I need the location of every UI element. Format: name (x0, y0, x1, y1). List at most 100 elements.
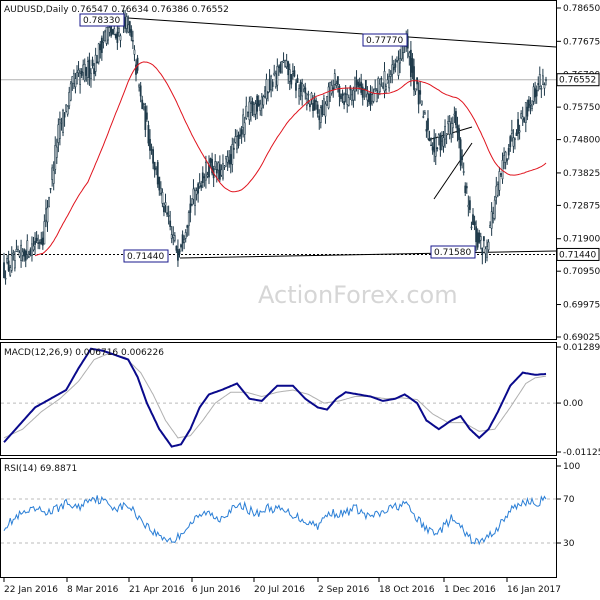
candle-body (355, 79, 358, 86)
candle-body (9, 267, 12, 276)
candle-body (6, 258, 9, 263)
support-price-box (556, 247, 600, 261)
candle-body (232, 147, 235, 150)
candle-body (431, 146, 434, 151)
rsi-tick-label: 30 (563, 539, 575, 549)
candle-body (290, 74, 293, 85)
candle-body (428, 137, 431, 142)
candle-body (17, 248, 19, 252)
candle-body (347, 97, 350, 106)
candle-body (327, 86, 330, 109)
candle-body (88, 59, 91, 78)
candle-body (239, 134, 241, 137)
candle-body (332, 87, 335, 90)
candle-body (204, 162, 207, 181)
candle-body (441, 140, 443, 142)
candle-body (163, 206, 165, 213)
candle-body (323, 98, 325, 115)
candle-body (408, 52, 411, 57)
candle-body (453, 113, 456, 116)
candle-body (543, 84, 546, 89)
candle-body (270, 75, 273, 91)
candle-body (479, 236, 482, 241)
candle-body (298, 88, 300, 97)
candle-body (324, 103, 327, 117)
candle-body (360, 81, 363, 93)
candle-body (531, 105, 533, 109)
candle-body (357, 81, 359, 88)
current-price-box (556, 73, 600, 87)
candle-body (425, 129, 428, 132)
candle-body (86, 61, 89, 78)
candle-body (473, 221, 476, 226)
candle-body (231, 144, 234, 165)
candle-body (37, 242, 40, 244)
candle-body (523, 118, 526, 123)
candle-body (254, 103, 257, 115)
candle-body (528, 99, 530, 108)
candle-body (540, 88, 543, 90)
candle-body (534, 88, 537, 98)
candle-body (316, 104, 319, 114)
candle-body (377, 78, 380, 94)
candle-body (131, 40, 134, 42)
candle-body (133, 49, 136, 55)
candle-body (481, 247, 484, 255)
candle-body (170, 234, 173, 239)
price-tick-label: 0.72875 (563, 201, 600, 211)
x-tick-label: 21 Apr 2016 (129, 585, 185, 595)
candle-body (18, 252, 21, 257)
candle-body (329, 82, 332, 98)
candle-body (259, 103, 262, 111)
candle-body (535, 89, 538, 97)
price-tick-label: 0.70950 (563, 267, 600, 277)
candle-body (397, 59, 400, 76)
candle-body (69, 83, 72, 101)
candle-body (175, 245, 178, 251)
candle-body (396, 60, 398, 62)
price-panel-frame (0, 0, 557, 340)
candle-body (336, 76, 339, 85)
candle-body (66, 105, 69, 115)
candle-body (409, 49, 412, 78)
candle-body (299, 81, 302, 92)
candle-body (94, 54, 97, 72)
candle-body (41, 237, 44, 246)
price-level-label: 0.71580 (434, 248, 471, 258)
candle-body (469, 200, 471, 210)
candle-body (456, 125, 459, 134)
candle-body (518, 130, 521, 133)
candle-body (10, 255, 13, 271)
candle-body (206, 174, 209, 177)
candle-body (145, 112, 148, 120)
candle-body (445, 133, 448, 136)
candle-body (382, 85, 384, 88)
candle-body (222, 163, 224, 179)
candle-body (186, 225, 189, 228)
watermark: ActionForex.com (258, 281, 458, 309)
candle-body (271, 81, 274, 87)
candle-body (411, 58, 414, 73)
candle-body (346, 94, 349, 105)
x-tick-label: 16 Jan 2017 (507, 585, 561, 595)
candles (3, 9, 547, 285)
candle-body (309, 103, 311, 108)
candle-body (76, 72, 78, 85)
rsi-tick-label: 70 (563, 495, 575, 505)
candle-body (330, 85, 333, 94)
candle-body (127, 24, 130, 33)
candle-body (437, 134, 440, 138)
candle-body (517, 119, 519, 134)
candle-body (307, 93, 310, 96)
current-price-label: 0.76552 (559, 76, 596, 86)
candle-body (333, 73, 336, 85)
candle-body (310, 92, 313, 100)
candle-body (96, 61, 99, 64)
candle-body (242, 114, 245, 128)
candle-body (343, 101, 346, 105)
candle-body (226, 156, 229, 163)
macd-panel-frame (0, 342, 557, 456)
candle-body (335, 83, 338, 86)
candle-body (173, 235, 176, 241)
candle-body (20, 244, 22, 261)
